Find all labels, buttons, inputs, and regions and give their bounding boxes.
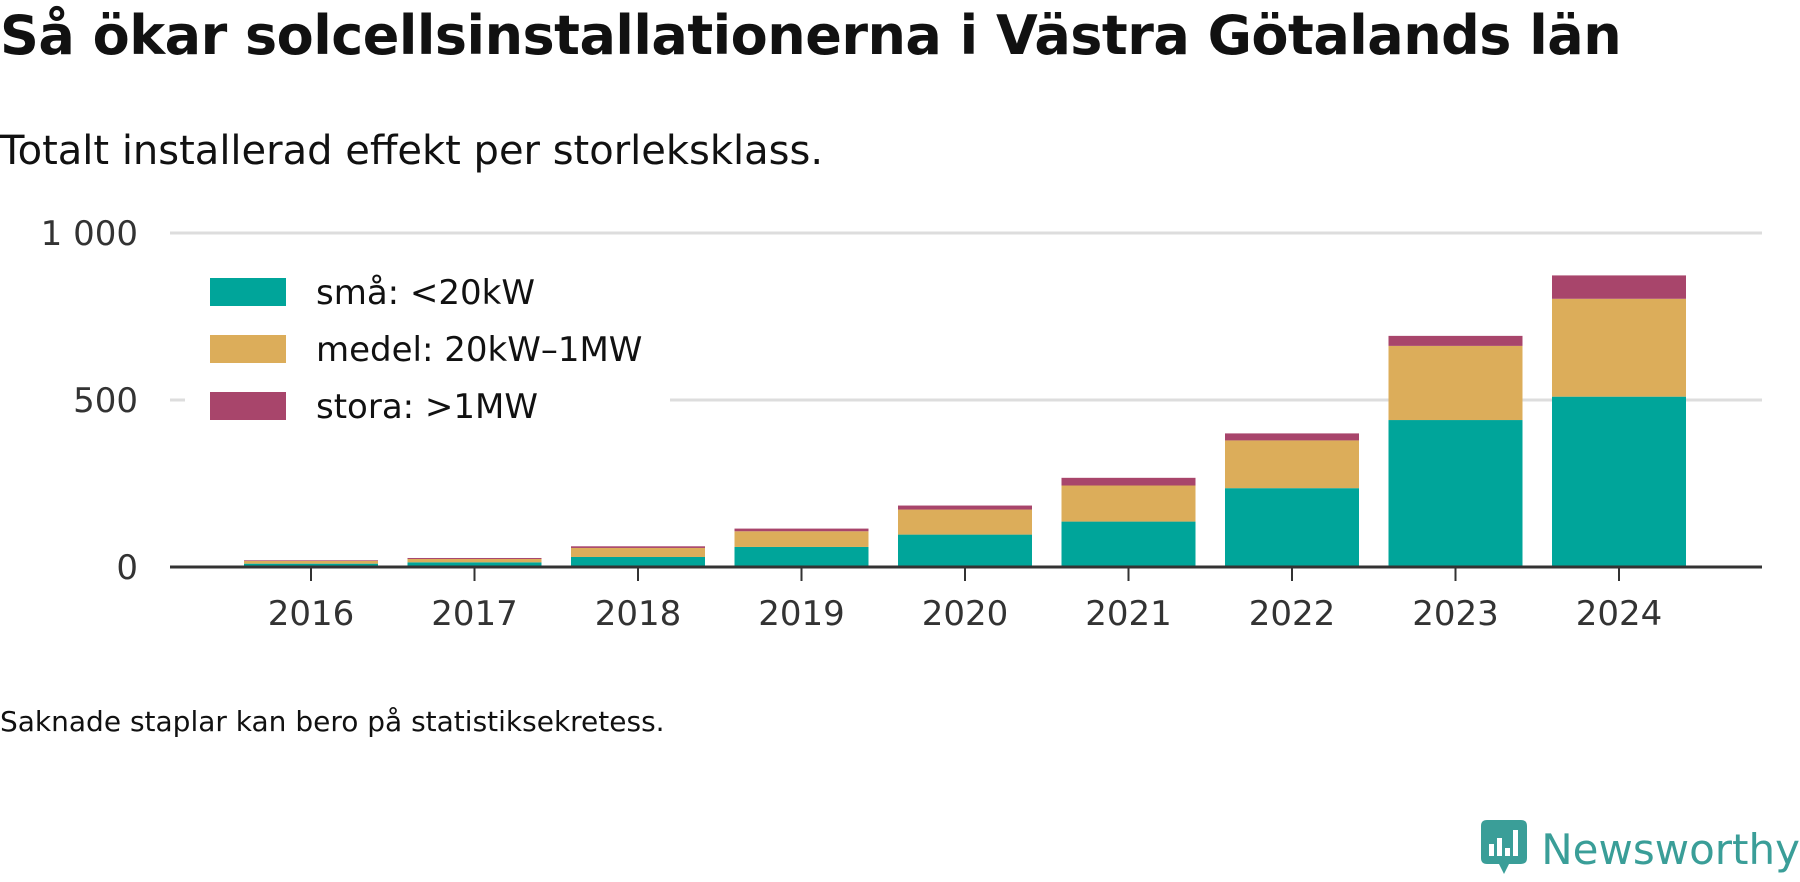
bar-segment-2020-s1 (898, 509, 1032, 535)
y-tick-label: 500 (73, 381, 138, 421)
bar-segment-2024-s0 (1552, 396, 1686, 567)
bar-segment-2024-s2 (1552, 275, 1686, 299)
bar-segment-2016-s0 (244, 563, 378, 567)
brand-logo: Newsworthy (1479, 818, 1800, 882)
bar-segment-2022-s1 (1225, 440, 1359, 489)
bar-segment-2017-s1 (407, 558, 542, 563)
bar-segment-2017-s2 (407, 557, 542, 559)
x-tick-label-2020: 2020 (922, 594, 1009, 634)
legend-swatch-2 (210, 392, 286, 420)
x-tick-label-2017: 2017 (431, 594, 518, 634)
legend-swatch-1 (210, 335, 286, 363)
bar-segment-2017-s0 (407, 562, 542, 567)
bar-segment-2018-s1 (571, 547, 705, 557)
chart-subtitle: Totalt installerad effekt per storlekskl… (0, 128, 824, 174)
x-tick-label-2021: 2021 (1085, 594, 1172, 634)
legend-label-1: medel: 20kW–1MW (316, 330, 642, 370)
bar-segment-2023-s1 (1388, 345, 1523, 421)
bar-segment-2022-s0 (1225, 488, 1359, 567)
y-tick-label: 0 (116, 548, 138, 588)
x-tick-label-2022: 2022 (1249, 594, 1336, 634)
bar-segment-2019-s0 (734, 546, 869, 567)
x-tick-label-2024: 2024 (1576, 594, 1663, 634)
bar-segment-2019-s1 (734, 531, 869, 547)
legend-label-0: små: <20kW (316, 273, 535, 313)
bar-segment-2016-s2 (244, 560, 378, 561)
x-tick-label-2016: 2016 (268, 594, 355, 634)
bar-segment-2021-s1 (1061, 485, 1196, 522)
bar-segment-2018-s2 (571, 546, 705, 548)
bar-segment-2023-s0 (1388, 420, 1523, 567)
bar-segment-2023-s2 (1388, 335, 1523, 346)
footnote: Saknade staplar kan bero på statistiksek… (0, 705, 665, 738)
chart-title: Så ökar solcellsinstallationerna i Västr… (0, 4, 1622, 67)
stacked-bar-chart: 0 500 1 000 2016 2017 2018 2019 2020 2021 2022 202… (41, 214, 1762, 634)
bar-segment-2021-s0 (1061, 521, 1196, 567)
newsworthy-chart-icon (1479, 818, 1529, 882)
legend-label-2: stora: >1MW (316, 387, 538, 427)
bar-segment-2020-s2 (898, 505, 1032, 510)
bar-segment-2024-s1 (1552, 298, 1686, 397)
bar-segment-2021-s2 (1061, 477, 1196, 486)
x-tick-label-2019: 2019 (758, 594, 845, 634)
x-tick-label-2023: 2023 (1412, 594, 1499, 634)
bar-segment-2019-s2 (734, 528, 869, 532)
bar-segment-2022-s2 (1225, 433, 1359, 441)
bar-segment-2016-s1 (244, 560, 378, 564)
x-tick-label-2018: 2018 (595, 594, 682, 634)
legend-swatch-0 (210, 278, 286, 306)
bar-segment-2018-s0 (571, 556, 705, 567)
brand-name: Newsworthy (1541, 825, 1800, 874)
y-tick-label: 1 000 (41, 214, 138, 254)
bar-segment-2020-s0 (898, 534, 1032, 567)
